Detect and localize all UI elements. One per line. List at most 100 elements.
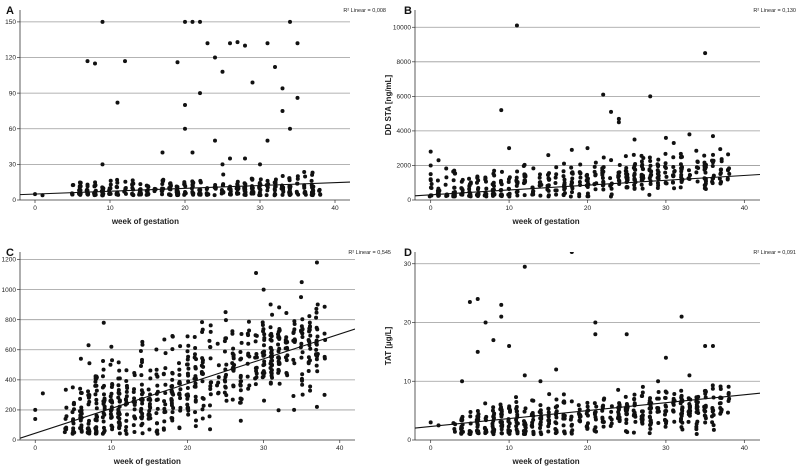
data-point (538, 193, 543, 198)
data-point (678, 155, 683, 160)
data-point (222, 349, 227, 354)
data-point-outlier (205, 41, 210, 46)
x-tick-label: 40 (741, 205, 749, 212)
x-tick-label: 10 (505, 205, 513, 212)
data-point (299, 295, 304, 300)
data-point-outlier (33, 407, 38, 412)
data-point-outlier (428, 149, 433, 154)
data-point (272, 188, 277, 193)
data-point (468, 410, 473, 415)
data-point (64, 425, 69, 430)
data-point (554, 192, 559, 197)
data-point (170, 377, 175, 382)
data-point-outlier (656, 379, 661, 384)
data-point (130, 178, 135, 183)
data-point (314, 357, 319, 362)
data-point (703, 183, 708, 188)
data-point-outlier (546, 153, 551, 158)
data-point (280, 174, 285, 179)
data-point (679, 411, 684, 416)
data-point (169, 389, 174, 394)
data-point (300, 317, 305, 322)
data-point (593, 409, 598, 414)
fit-line (415, 173, 760, 197)
data-point (578, 162, 583, 167)
data-point (624, 402, 629, 407)
data-point (672, 392, 677, 397)
chart-panel-d: D 0 10 20 30 0 10 20 30 40 week of gestation TAT [µ… (384, 247, 796, 466)
data-point-outlier (85, 59, 90, 64)
y-tick-label: 400 (5, 377, 16, 384)
data-point (718, 401, 723, 406)
data-point (725, 177, 730, 182)
data-point-outlier (170, 418, 175, 423)
data-point (491, 413, 496, 418)
points-group (415, 23, 760, 199)
data-point-outlier (428, 177, 433, 182)
data-point (632, 392, 637, 397)
data-point (492, 168, 497, 173)
data-point (702, 186, 707, 191)
data-point (435, 178, 440, 183)
data-point (624, 421, 629, 426)
data-point-outlier (538, 379, 543, 384)
data-point (268, 361, 273, 366)
data-point (315, 302, 320, 307)
data-point (170, 347, 175, 352)
data-point (262, 371, 267, 376)
data-point (710, 158, 715, 163)
data-point (177, 391, 182, 396)
data-point (163, 382, 168, 387)
data-point (260, 350, 265, 355)
y-tick-label: 800 (5, 317, 16, 324)
data-point (686, 419, 691, 424)
data-point (655, 168, 660, 173)
data-point (492, 173, 497, 178)
data-point (254, 369, 259, 374)
data-point (561, 423, 566, 428)
data-point (223, 336, 228, 341)
data-point (239, 397, 244, 402)
data-point (250, 176, 255, 181)
data-point (600, 419, 605, 424)
data-point (168, 193, 173, 198)
x-tick-label: 40 (741, 445, 749, 452)
data-point-outlier (467, 299, 472, 304)
data-point (523, 406, 528, 411)
data-point (174, 184, 179, 189)
data-point (117, 431, 122, 436)
data-point (499, 427, 504, 432)
data-point (193, 366, 198, 371)
data-point (152, 189, 157, 194)
data-point (247, 328, 252, 333)
data-point (531, 189, 536, 194)
data-point (726, 384, 731, 389)
data-point-outlier (624, 332, 629, 337)
data-point (185, 402, 190, 407)
data-point (147, 427, 152, 432)
data-point (594, 404, 599, 409)
y-tick-label: 0 (407, 197, 411, 204)
data-point (238, 383, 243, 388)
data-point-outlier (522, 264, 527, 269)
data-point (257, 186, 262, 191)
data-point (177, 379, 182, 384)
data-point (515, 169, 520, 174)
data-point (308, 388, 313, 393)
y-tick-label: 6000 (397, 94, 412, 101)
data-point (617, 419, 622, 424)
data-point (584, 173, 589, 178)
data-point (132, 430, 137, 435)
data-point (110, 358, 115, 363)
data-point (694, 427, 699, 432)
data-point (116, 360, 121, 365)
data-point (208, 344, 213, 349)
data-point-outlier (710, 134, 715, 139)
data-point (307, 325, 312, 330)
data-point (306, 360, 311, 365)
data-point (262, 398, 267, 403)
data-point (123, 428, 128, 433)
data-point (130, 185, 135, 190)
data-point (124, 418, 129, 423)
data-point (231, 354, 236, 359)
